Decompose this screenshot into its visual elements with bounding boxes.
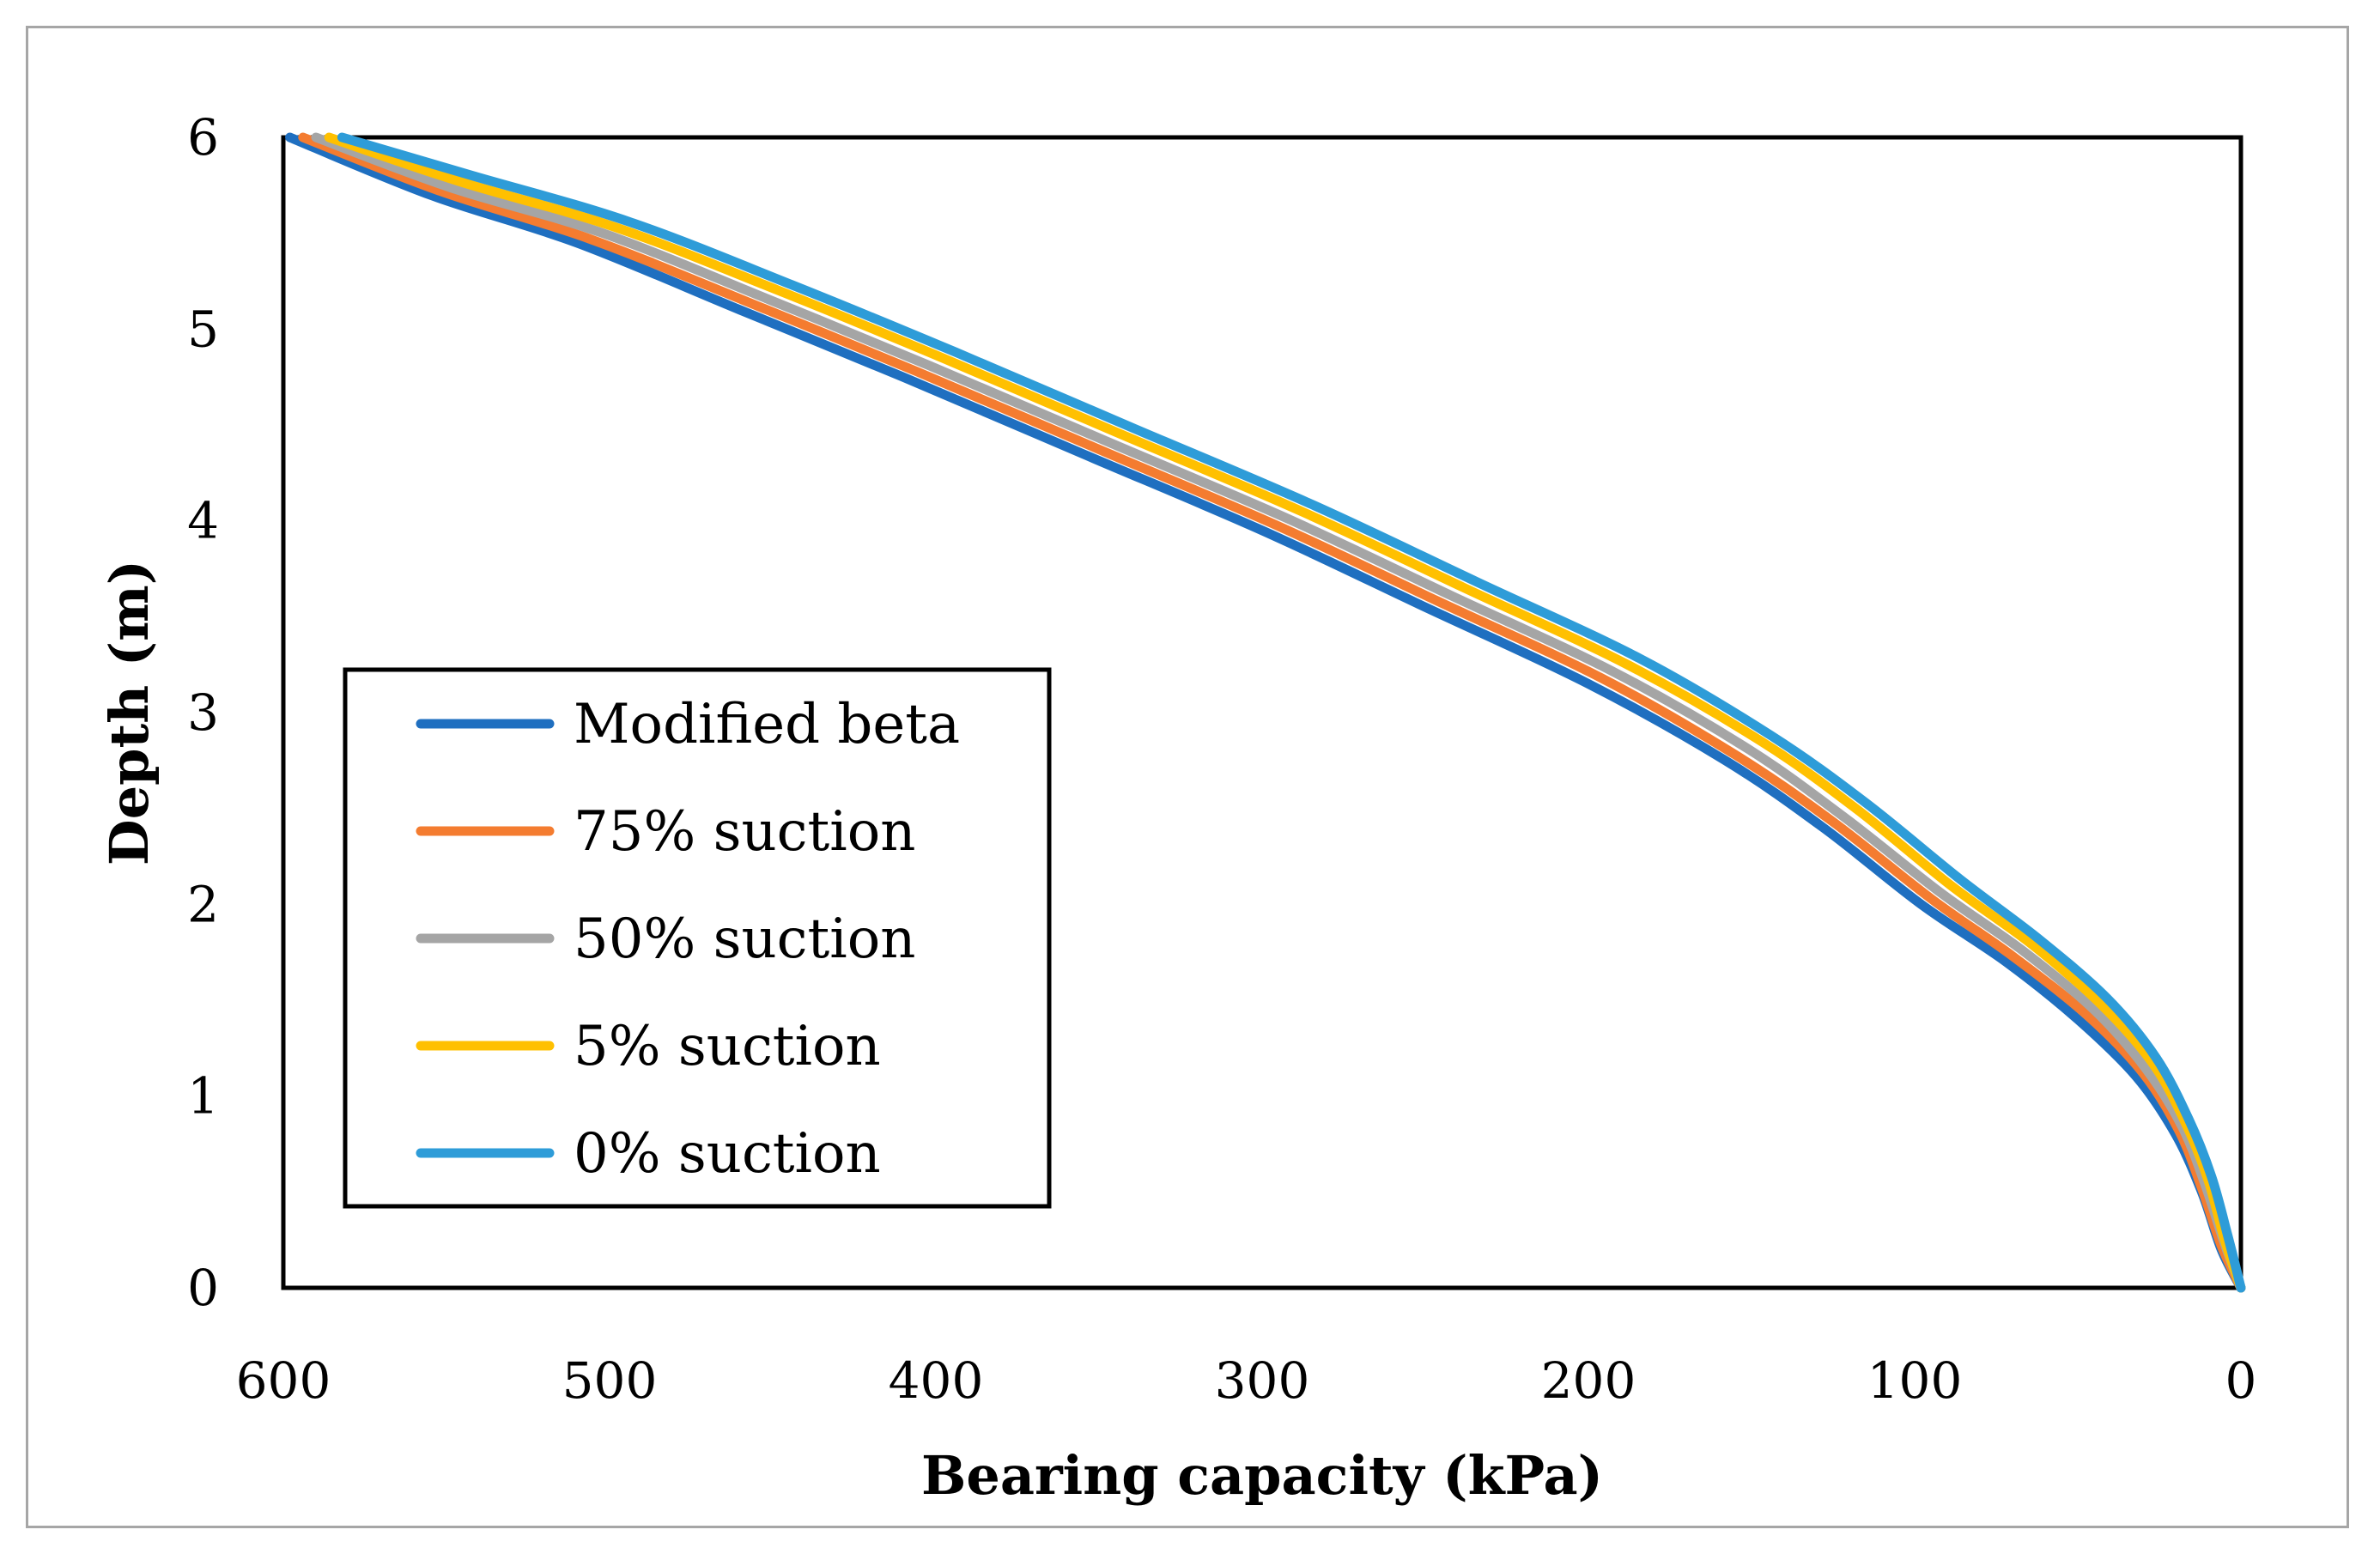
- x-tick-label: 600: [236, 1351, 331, 1410]
- legend-label: 50% suction: [574, 907, 915, 971]
- legend-box: [343, 667, 1052, 1209]
- legend: Modified beta 75% suction 50% suction 5%…: [343, 667, 1052, 1209]
- series-line-0-suction: [337, 132, 2246, 1293]
- y-tick-label: 3: [187, 683, 219, 742]
- x-tick-label: 500: [562, 1351, 658, 1410]
- x-tick-label: 300: [1215, 1351, 1310, 1410]
- y-tick-label: 5: [187, 300, 219, 358]
- y-tick-label: 0: [187, 1259, 219, 1317]
- legend-label: 75% suction: [574, 800, 915, 864]
- x-tick-label: 200: [1541, 1351, 1636, 1410]
- series-line-modified-beta: [285, 132, 2246, 1293]
- legend-label: 5% suction: [574, 1015, 881, 1078]
- y-tick-label: 6: [187, 108, 219, 167]
- x-tick-label: 0: [2225, 1351, 2257, 1410]
- legend-label: Modified beta: [574, 693, 960, 756]
- legend-label: 0% suction: [574, 1122, 881, 1186]
- y-tick-label: 2: [187, 875, 219, 933]
- x-tick-label: 100: [1867, 1351, 1963, 1410]
- y-tick-label: 1: [187, 1067, 219, 1126]
- series-line-50-suction: [311, 132, 2246, 1293]
- x-tick-label: 400: [889, 1351, 984, 1410]
- series-line-5-suction: [324, 132, 2246, 1293]
- y-axis-title: Depth (m): [98, 560, 161, 865]
- series-layer: [285, 132, 2246, 1293]
- y-tick-label: 4: [187, 492, 219, 550]
- x-axis-title: Bearing capacity (kPa): [921, 1444, 1603, 1507]
- series-line-75-suction: [298, 132, 2246, 1293]
